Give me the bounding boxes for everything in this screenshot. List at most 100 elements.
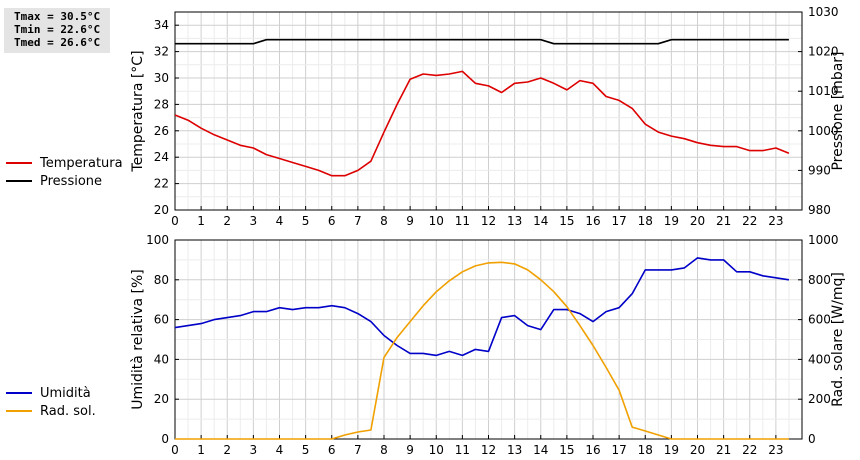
x-tick-label-0-19: 19 — [664, 214, 679, 228]
legend-label-rad-sol: Rad. sol. — [40, 403, 96, 419]
x-tick-label-1-0: 0 — [171, 443, 179, 457]
legend-item-umidita: Umidità — [6, 384, 96, 402]
legend-top: Temperatura Pressione — [6, 154, 123, 190]
y-left-axis-label-1: Umidità relativa [%] — [130, 269, 146, 410]
y-left-tick-label-1-5: 100 — [146, 233, 169, 247]
y-right-tick-label-0-2: 1000 — [808, 124, 839, 138]
legend-swatch-umidita — [6, 392, 32, 394]
y-right-axis-label-0: Pressione [mbar] — [830, 51, 846, 170]
y-left-tick-label-0-0: 20 — [154, 203, 169, 217]
series-line-temperatura — [174, 70, 790, 177]
x-tick-label-1-17: 17 — [611, 443, 626, 457]
y-left-axis-label-0: Temperatura [°C] — [130, 50, 146, 172]
x-tick-label-1-18: 18 — [638, 443, 653, 457]
x-tick-label-0-18: 18 — [638, 214, 653, 228]
x-tick-label-1-10: 10 — [429, 443, 444, 457]
x-tick-label-0-12: 12 — [481, 214, 496, 228]
y-right-tick-label-0-1: 990 — [808, 163, 831, 177]
y-left-tick-label-0-1: 22 — [154, 177, 169, 191]
x-tick-label-0-20: 20 — [690, 214, 705, 228]
x-tick-label-0-13: 13 — [507, 214, 522, 228]
x-tick-label-1-22: 22 — [742, 443, 757, 457]
series-line-umidit — [174, 257, 790, 357]
legend-swatch-rad-sol — [6, 410, 32, 412]
x-tick-label-1-9: 9 — [406, 443, 414, 457]
x-tick-label-1-16: 16 — [585, 443, 600, 457]
y-left-tick-label-0-3: 26 — [154, 124, 169, 138]
x-tick-label-1-21: 21 — [716, 443, 731, 457]
x-tick-label-0-17: 17 — [611, 214, 626, 228]
x-tick-label-1-20: 20 — [690, 443, 705, 457]
x-tick-label-1-19: 19 — [664, 443, 679, 457]
legend-bottom: Umidità Rad. sol. — [6, 384, 96, 420]
x-tick-label-0-6: 6 — [328, 214, 336, 228]
x-tick-label-0-3: 3 — [250, 214, 258, 228]
tmax-text: Tmax = 30.5°C — [14, 10, 101, 23]
x-tick-label-0-21: 21 — [716, 214, 731, 228]
x-tick-label-1-4: 4 — [276, 443, 284, 457]
y-left-tick-label-0-7: 34 — [154, 18, 169, 32]
y-left-tick-label-1-1: 20 — [154, 392, 169, 406]
x-tick-label-1-1: 1 — [197, 443, 205, 457]
y-right-tick-label-1-2: 400 — [808, 352, 831, 366]
x-tick-label-0-8: 8 — [380, 214, 388, 228]
x-tick-label-1-8: 8 — [380, 443, 388, 457]
y-left-tick-label-0-4: 28 — [154, 97, 169, 111]
x-tick-label-1-3: 3 — [250, 443, 258, 457]
x-tick-label-0-5: 5 — [302, 214, 310, 228]
y-right-tick-label-1-5: 1000 — [808, 233, 839, 247]
y-left-tick-label-1-2: 40 — [154, 352, 169, 366]
y-right-tick-label-0-4: 1020 — [808, 45, 839, 59]
y-left-tick-label-1-4: 80 — [154, 273, 169, 287]
x-tick-label-1-14: 14 — [533, 443, 548, 457]
x-tick-label-1-13: 13 — [507, 443, 522, 457]
x-tick-label-1-15: 15 — [559, 443, 574, 457]
y-right-tick-label-1-1: 200 — [808, 392, 831, 406]
y-right-tick-label-0-5: 1030 — [808, 5, 839, 19]
x-tick-label-1-23: 23 — [768, 443, 783, 457]
x-tick-label-0-4: 4 — [276, 214, 284, 228]
y-right-axis-label-1: Rad. solare [W/mq] — [830, 272, 846, 407]
y-left-tick-label-1-3: 60 — [154, 313, 169, 327]
legend-label-umidita: Umidità — [40, 385, 91, 401]
stats-box: Tmax = 30.5°C Tmin = 22.6°C Tmed = 26.6°… — [4, 8, 110, 53]
tmin-text: Tmin = 22.6°C — [14, 23, 101, 36]
x-tick-label-0-0: 0 — [171, 214, 179, 228]
x-tick-label-0-14: 14 — [533, 214, 548, 228]
y-left-tick-label-0-5: 30 — [154, 71, 169, 85]
legend-item-temperatura: Temperatura — [6, 154, 123, 172]
x-tick-label-0-9: 9 — [406, 214, 414, 228]
series-line-rad-sol — [175, 261, 789, 440]
x-tick-label-1-5: 5 — [302, 443, 310, 457]
x-tick-label-0-15: 15 — [559, 214, 574, 228]
y-right-tick-label-1-0: 0 — [808, 432, 816, 446]
x-tick-label-0-22: 22 — [742, 214, 757, 228]
x-tick-label-0-11: 11 — [455, 214, 470, 228]
x-tick-label-0-10: 10 — [429, 214, 444, 228]
legend-label-temperatura: Temperatura — [40, 155, 123, 171]
y-left-tick-label-0-6: 32 — [154, 45, 169, 59]
legend-item-rad-sol: Rad. sol. — [6, 402, 96, 420]
y-right-tick-label-1-3: 600 — [808, 313, 831, 327]
x-tick-label-0-7: 7 — [354, 214, 362, 228]
x-tick-label-1-2: 2 — [223, 443, 231, 457]
tmed-text: Tmed = 26.6°C — [14, 36, 101, 49]
series-line-pressione — [175, 38, 789, 45]
x-tick-label-0-16: 16 — [585, 214, 600, 228]
x-tick-label-1-7: 7 — [354, 443, 362, 457]
legend-swatch-temperatura — [6, 162, 32, 164]
x-tick-label-1-11: 11 — [455, 443, 470, 457]
x-tick-label-0-23: 23 — [768, 214, 783, 228]
x-tick-label-1-12: 12 — [481, 443, 496, 457]
y-left-tick-label-0-2: 24 — [154, 150, 169, 164]
y-left-tick-label-1-0: 0 — [161, 432, 169, 446]
x-tick-label-0-1: 1 — [197, 214, 205, 228]
y-right-tick-label-0-0: 980 — [808, 203, 831, 217]
legend-label-pressione: Pressione — [40, 173, 103, 189]
y-right-tick-label-1-4: 800 — [808, 273, 831, 287]
legend-swatch-pressione — [6, 180, 32, 182]
y-right-tick-label-0-3: 1010 — [808, 84, 839, 98]
legend-item-pressione: Pressione — [6, 172, 123, 190]
x-tick-label-1-6: 6 — [328, 443, 336, 457]
